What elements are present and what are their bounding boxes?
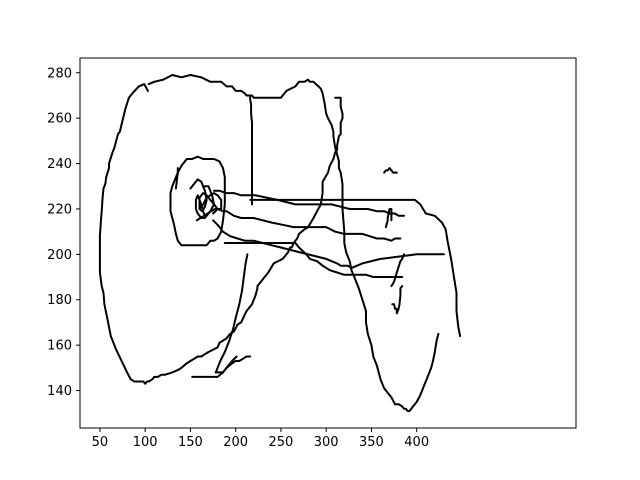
x-tick-label: 250 — [269, 435, 294, 450]
line-series-19 — [189, 178, 223, 213]
line-series-18 — [169, 155, 226, 247]
x-tick-label: 300 — [314, 435, 339, 450]
line-series-17 — [213, 189, 405, 217]
line-series-6 — [424, 212, 462, 338]
y-axis-ticks: 140 160 180 200 220 240 260 280 — [47, 66, 80, 399]
y-tick-label: 140 — [47, 384, 72, 399]
line-series-22 — [384, 208, 393, 229]
x-axis-ticks: 50 100 150 200 250 300 350 400 — [92, 428, 429, 450]
y-tick-label: 260 — [47, 112, 72, 127]
line-series-10 — [223, 242, 367, 276]
y-tick-label: 240 — [47, 157, 72, 172]
y-tick-label: 160 — [47, 339, 72, 354]
line-series-3 — [394, 332, 440, 412]
x-tick-label: 100 — [133, 435, 158, 450]
line-series-0 — [98, 83, 344, 385]
line-series-5 — [249, 198, 427, 215]
line-series-14 — [212, 208, 402, 242]
line-series-21 — [195, 208, 220, 222]
x-tick-label: 50 — [92, 435, 109, 450]
y-tick-label: 180 — [47, 293, 72, 308]
line-series-7 — [214, 253, 249, 374]
line-series-13 — [350, 253, 445, 269]
line-series-4 — [249, 94, 253, 206]
line-series-23 — [390, 253, 405, 288]
line-series-15 — [391, 285, 404, 315]
line-series-20 — [194, 185, 215, 219]
line-series-9 — [191, 355, 252, 378]
axes-frame — [79, 57, 577, 429]
line-series-16 — [383, 167, 398, 174]
line-series-2 — [249, 78, 396, 406]
line-series-12 — [212, 219, 353, 269]
y-tick-label: 220 — [47, 202, 72, 217]
plot-lines — [98, 74, 462, 412]
y-tick-label: 200 — [47, 248, 72, 263]
x-tick-label: 350 — [359, 435, 384, 450]
x-tick-label: 200 — [223, 435, 248, 450]
x-tick-label: 400 — [404, 435, 429, 450]
y-tick-label: 280 — [47, 66, 72, 81]
line-series-1 — [147, 74, 252, 97]
x-tick-label: 150 — [178, 435, 203, 450]
